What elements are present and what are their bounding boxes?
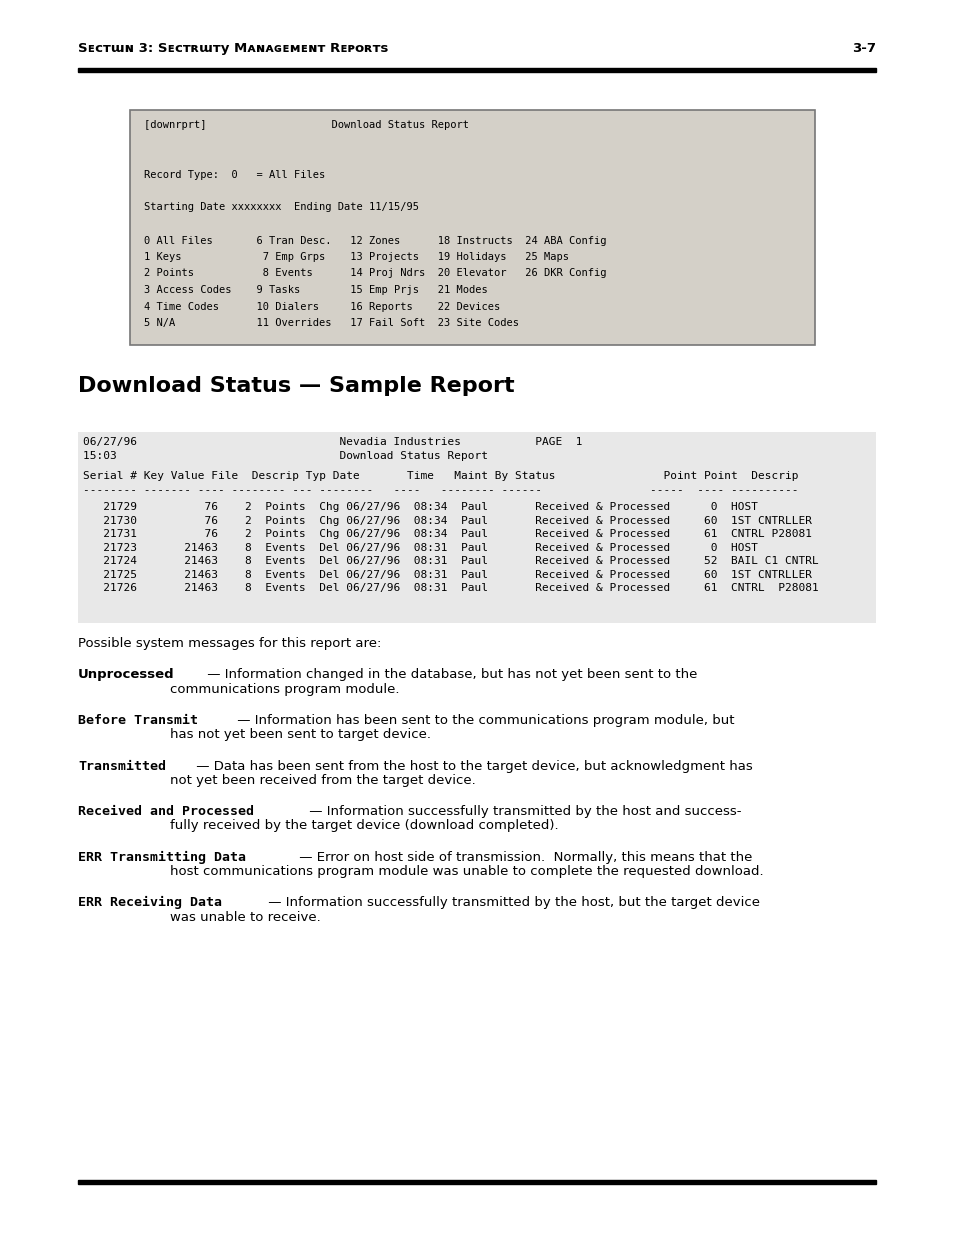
Text: 06/27/96                              Nevadia Industries           PAGE  1: 06/27/96 Nevadia Industries PAGE 1: [83, 437, 582, 447]
Text: has not yet been sent to target device.: has not yet been sent to target device.: [170, 729, 431, 741]
Text: 3-7: 3-7: [851, 42, 875, 56]
Text: 5 N/A             11 Overrides   17 Fail Soft  23 Site Codes: 5 N/A 11 Overrides 17 Fail Soft 23 Site …: [144, 317, 518, 329]
Text: Record Type:  0   = All Files: Record Type: 0 = All Files: [144, 169, 325, 179]
Text: 15:03                                 Download Status Report: 15:03 Download Status Report: [83, 451, 488, 461]
Text: 4 Time Codes      10 Dialers     16 Reports    22 Devices: 4 Time Codes 10 Dialers 16 Reports 22 De…: [144, 301, 499, 311]
Text: 3 Access Codes    9 Tasks        15 Emp Prjs   21 Modes: 3 Access Codes 9 Tasks 15 Emp Prjs 21 Mo…: [144, 285, 487, 295]
Bar: [78, 1179, 875, 1184]
Text: Received and Processed: Received and Processed: [78, 805, 253, 818]
Text: Starting Date xxxxxxxx  Ending Date 11/15/95: Starting Date xxxxxxxx Ending Date 11/15…: [144, 203, 418, 212]
Text: 21730          76    2  Points  Chg 06/27/96  08:34  Paul       Received & Proce: 21730 76 2 Points Chg 06/27/96 08:34 Pau…: [83, 516, 811, 526]
Text: ERR Transmitting Data: ERR Transmitting Data: [78, 851, 246, 863]
Text: 21725       21463    8  Events  Del 06/27/96  08:31  Paul       Received & Proce: 21725 21463 8 Events Del 06/27/96 08:31 …: [83, 569, 811, 579]
Text: 21723       21463    8  Events  Del 06/27/96  08:31  Paul       Received & Proce: 21723 21463 8 Events Del 06/27/96 08:31 …: [83, 543, 758, 553]
Bar: [78, 68, 875, 72]
Text: Possible system messages for this report are:: Possible system messages for this report…: [78, 637, 381, 650]
Text: 2 Points           8 Events      14 Proj Ndrs  20 Elevator   26 DKR Config: 2 Points 8 Events 14 Proj Ndrs 20 Elevat…: [144, 268, 606, 279]
Text: Sᴇᴄᴛɯɴ 3: Sᴇᴄᴛʀɯᴛу Mᴀɴᴀɢᴇᴍᴇɴᴛ Rᴇᴘᴏʀᴛѕ: Sᴇᴄᴛɯɴ 3: Sᴇᴄᴛʀɯᴛу Mᴀɴᴀɢᴇᴍᴇɴᴛ Rᴇᴘᴏʀᴛѕ: [78, 42, 388, 56]
Text: Unprocessed: Unprocessed: [78, 668, 174, 682]
Text: — Information changed in the database, but has not yet been sent to the: — Information changed in the database, b…: [202, 668, 697, 682]
Text: -------- ------- ---- -------- --- --------   ----   -------- ------            : -------- ------- ---- -------- --- -----…: [83, 485, 798, 495]
Text: 21729          76    2  Points  Chg 06/27/96  08:34  Paul       Received & Proce: 21729 76 2 Points Chg 06/27/96 08:34 Pau…: [83, 503, 758, 513]
Text: Serial # Key Value File  Descrip Typ Date       Time   Maint By Status          : Serial # Key Value File Descrip Typ Date…: [83, 472, 798, 482]
Text: [downrprt]                    Download Status Report: [downrprt] Download Status Report: [144, 120, 469, 130]
Text: 1 Keys             7 Emp Grps    13 Projects   19 Holidays   25 Maps: 1 Keys 7 Emp Grps 13 Projects 19 Holiday…: [144, 252, 568, 262]
Text: was unable to receive.: was unable to receive.: [170, 910, 320, 924]
Text: — Error on host side of transmission.  Normally, this means that the: — Error on host side of transmission. No…: [294, 851, 751, 863]
FancyBboxPatch shape: [78, 431, 875, 622]
Text: — Data has been sent from the host to the target device, but acknowledgment has: — Data has been sent from the host to th…: [192, 760, 752, 773]
Text: 21731          76    2  Points  Chg 06/27/96  08:34  Paul       Received & Proce: 21731 76 2 Points Chg 06/27/96 08:34 Pau…: [83, 530, 811, 540]
Text: host communications program module was unable to complete the requested download: host communications program module was u…: [170, 864, 762, 878]
FancyBboxPatch shape: [130, 110, 814, 345]
Text: — Information successfully transmitted by the host and success-: — Information successfully transmitted b…: [305, 805, 740, 818]
Text: — Information has been sent to the communications program module, but: — Information has been sent to the commu…: [233, 714, 734, 727]
Text: 21724       21463    8  Events  Del 06/27/96  08:31  Paul       Received & Proce: 21724 21463 8 Events Del 06/27/96 08:31 …: [83, 556, 818, 567]
Text: Download Status — Sample Report: Download Status — Sample Report: [78, 377, 514, 396]
Text: fully received by the target device (download completed).: fully received by the target device (dow…: [170, 819, 558, 832]
Text: communications program module.: communications program module.: [170, 683, 399, 695]
Text: Before Transmit: Before Transmit: [78, 714, 198, 727]
Text: Transmitted: Transmitted: [78, 760, 166, 773]
Text: 0 All Files       6 Tran Desc.   12 Zones      18 Instructs  24 ABA Config: 0 All Files 6 Tran Desc. 12 Zones 18 Ins…: [144, 236, 606, 246]
Text: not yet been received from the target device.: not yet been received from the target de…: [170, 774, 476, 787]
Text: — Information successfully transmitted by the host, but the target device: — Information successfully transmitted b…: [264, 897, 759, 909]
Text: ERR Receiving Data: ERR Receiving Data: [78, 897, 222, 909]
Text: 21726       21463    8  Events  Del 06/27/96  08:31  Paul       Received & Proce: 21726 21463 8 Events Del 06/27/96 08:31 …: [83, 583, 818, 593]
